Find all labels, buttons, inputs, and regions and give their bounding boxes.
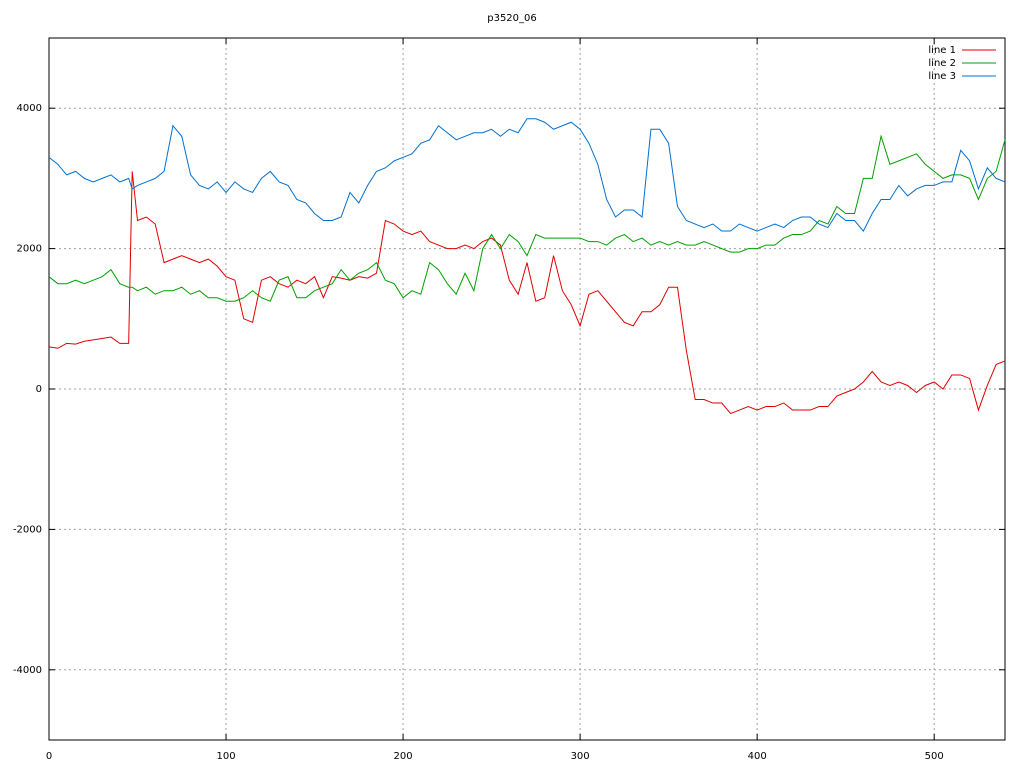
plot-frame bbox=[48, 37, 1006, 741]
y-tick-label: 0 bbox=[36, 384, 42, 395]
x-tick-label: 500 bbox=[925, 751, 944, 762]
y-tick-label: -2000 bbox=[13, 524, 42, 535]
x-tick-label: 100 bbox=[216, 751, 235, 762]
x-tick-label: 200 bbox=[394, 751, 413, 762]
data-line bbox=[48, 118, 1006, 232]
x-tick-label: 400 bbox=[748, 751, 767, 762]
legend-label: line 1 bbox=[928, 45, 956, 56]
chart-title: p3520_06 bbox=[487, 13, 537, 24]
legend-label: line 2 bbox=[928, 58, 956, 69]
y-tick-label: 4000 bbox=[17, 103, 42, 114]
x-tick-label: 0 bbox=[46, 751, 52, 762]
data-line bbox=[48, 134, 1006, 302]
y-tick-label: -4000 bbox=[13, 665, 42, 676]
y-tick-label: 2000 bbox=[17, 244, 42, 255]
legend-label: line 3 bbox=[928, 71, 956, 82]
data-line bbox=[48, 171, 1006, 415]
x-tick-label: 300 bbox=[571, 751, 590, 762]
